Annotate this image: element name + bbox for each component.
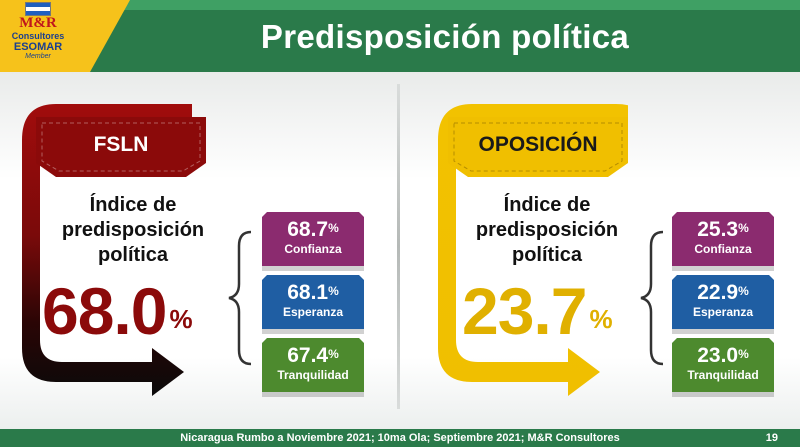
oposicion-label: OPOSICIÓN	[478, 133, 598, 156]
oposicion-index-label-line1: Índice de	[503, 194, 591, 216]
fsln-tranquilidad-label: Tranquilidad	[277, 368, 349, 382]
logo-brand: M&R	[19, 15, 57, 31]
slide-footer: Nicaragua Rumbo a Noviembre 2021; 10ma O…	[0, 429, 800, 447]
oposicion-esperanza-label: Esperanza	[692, 305, 754, 319]
fsln-esperanza-card: 68.1% Esperanza	[262, 275, 364, 334]
page-number: 19	[765, 432, 778, 444]
oposicion-tranquilidad-value: 23.0%	[697, 344, 749, 367]
logo-member: Member	[25, 53, 51, 60]
flag-icon	[25, 2, 51, 16]
oposicion-confianza-value: 25.3%	[697, 218, 749, 241]
fsln-index-number: 68.0	[42, 274, 167, 348]
logo-area: M&R Consultores ESOMAR Member	[0, 0, 130, 72]
oposicion-tranquilidad-card: 23.0% Tranquilidad	[672, 338, 774, 397]
oposicion-index-number: 23.7	[462, 274, 587, 348]
oposicion-confianza-card: 25.3% Confianza	[672, 212, 774, 271]
oposicion-tag-shape	[448, 117, 628, 177]
logo-subtitle: Consultores	[11, 31, 65, 41]
fsln-esperanza-label: Esperanza	[282, 305, 344, 319]
fsln-tranquilidad-value: 67.4%	[287, 344, 339, 367]
fsln-esperanza-value: 68.1%	[287, 281, 339, 304]
fsln-index-label-line1: Índice de	[89, 194, 177, 216]
oposicion-confianza-label: Confianza	[694, 242, 752, 256]
fsln-index-unit: %	[169, 304, 193, 334]
oposicion-arrow-frame	[438, 104, 628, 396]
fsln-index-label: Índice de predisposición política	[48, 193, 218, 268]
oposicion-index-unit: %	[589, 304, 613, 334]
fsln-tranquilidad-card: 67.4% Tranquilidad	[262, 338, 364, 397]
oposicion-tranquilidad-label: Tranquilidad	[687, 368, 759, 382]
fsln-label: FSLN	[93, 133, 149, 156]
oposicion-index-label-line2: predisposición	[475, 219, 619, 241]
fsln-index-label-line3: política	[97, 244, 168, 266]
slide-header: M&R Consultores ESOMAR Member Predisposi…	[0, 0, 800, 72]
oposicion-index-label-line3: política	[511, 244, 582, 266]
fsln-index-value: 68.0%	[42, 278, 193, 344]
logo-association: ESOMAR	[13, 41, 63, 53]
oposicion-esperanza-card: 22.9% Esperanza	[672, 275, 774, 334]
fsln-tag-shape	[36, 117, 206, 177]
header-stripe	[0, 0, 800, 10]
fsln-confianza-label: Confianza	[284, 242, 342, 256]
fsln-confianza-value: 68.7%	[287, 218, 339, 241]
fsln-confianza-card: 68.7% Confianza	[262, 212, 364, 271]
source-note: Nicaragua Rumbo a Noviembre 2021; 10ma O…	[180, 432, 620, 444]
company-logo: M&R Consultores ESOMAR Member	[3, 2, 73, 68]
fsln-brace	[228, 230, 252, 366]
fsln-index-label-line2: predisposición	[61, 219, 205, 241]
oposicion-esperanza-value: 22.9%	[697, 281, 749, 304]
panel-divider	[397, 84, 400, 409]
oposicion-index-value: 23.7%	[462, 278, 613, 344]
oposicion-index-label: Índice de predisposición política	[462, 193, 632, 268]
page-title: Predisposición política	[260, 18, 630, 55]
oposicion-brace	[640, 230, 664, 366]
